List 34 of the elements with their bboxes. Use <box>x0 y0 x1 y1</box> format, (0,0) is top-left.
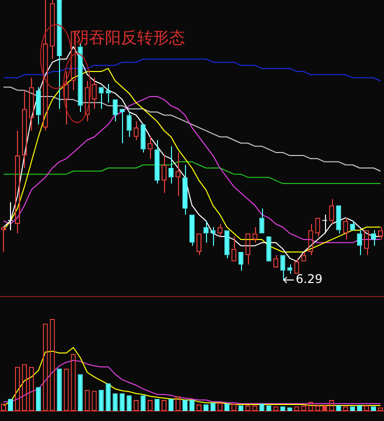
candlestick <box>336 205 342 234</box>
candlestick <box>140 124 146 153</box>
bar <box>112 394 118 411</box>
bar <box>140 395 146 411</box>
candlestick <box>98 87 104 110</box>
candlestick <box>287 264 292 274</box>
candlestick <box>224 230 230 259</box>
candlestick <box>56 0 62 110</box>
bar <box>106 383 111 411</box>
candlestick <box>36 86 41 125</box>
candlestick <box>168 146 174 184</box>
candlestick <box>106 84 111 104</box>
bar <box>56 368 62 411</box>
bar <box>36 387 41 411</box>
bar <box>120 394 125 411</box>
bar <box>126 395 132 411</box>
candlestick <box>182 164 188 216</box>
bar <box>189 400 195 411</box>
candlestick <box>210 226 216 246</box>
candlestick <box>357 230 362 256</box>
candlestick <box>238 252 244 272</box>
bar <box>98 390 104 411</box>
bar <box>78 374 83 411</box>
candlestick <box>112 100 118 122</box>
candlestick <box>154 140 160 184</box>
annotation: 6.29 <box>296 272 322 286</box>
candlestick <box>350 220 356 230</box>
bar <box>168 399 174 411</box>
bar <box>154 399 160 411</box>
candlestick <box>120 108 125 144</box>
candlestick <box>126 112 132 138</box>
candlestick <box>259 208 264 234</box>
candlestick <box>189 214 195 246</box>
bar <box>182 400 188 411</box>
